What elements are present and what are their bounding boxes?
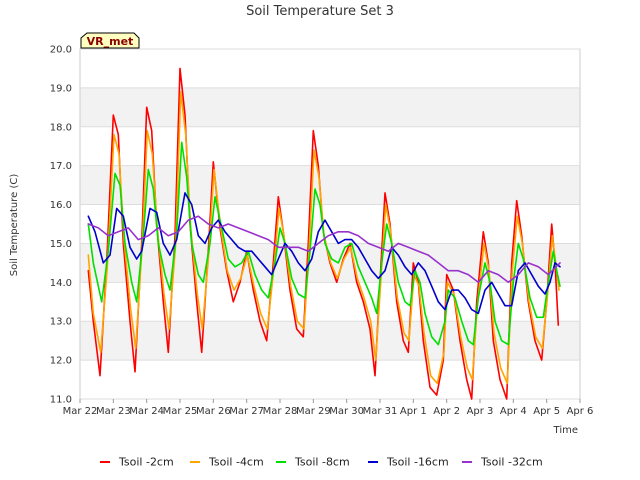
legend-label: Tsoil -4cm <box>208 456 264 469</box>
y-tick-label: 18.0 <box>50 122 72 133</box>
plot-band <box>80 165 580 205</box>
x-tick-label: Apr 4 <box>500 406 527 417</box>
series-line-tsoil-16cm <box>87 192 561 315</box>
chart-title: Soil Temperature Set 3 <box>246 4 394 19</box>
y-tick-label: 14.0 <box>50 278 72 289</box>
legend-label: Tsoil -2cm <box>118 456 174 469</box>
plot-band <box>80 360 580 399</box>
plot-band <box>80 204 580 244</box>
x-tick-label: Mar 29 <box>296 406 331 417</box>
y-tick-label: 11.0 <box>50 395 72 406</box>
plot-bands <box>80 49 580 399</box>
x-axis-label: Time <box>553 425 578 436</box>
plot-band <box>80 321 580 361</box>
y-tick-label: 20.0 <box>50 45 72 56</box>
plot-band <box>80 282 580 322</box>
x-tick-label: Mar 30 <box>329 406 364 417</box>
legend-label: Tsoil -16cm <box>386 456 449 469</box>
x-tick-label: Apr 5 <box>533 406 560 417</box>
station-badge-label: VR_met <box>87 35 134 48</box>
y-tick-label: 12.0 <box>50 356 72 367</box>
series-lines <box>87 67 561 400</box>
plot-band <box>80 126 580 166</box>
y-tick-label: 19.0 <box>50 83 72 94</box>
x-tick-label: Mar 26 <box>196 406 231 417</box>
station-badge: VR_met <box>80 32 140 49</box>
x-tick-label: Apr 3 <box>467 406 494 417</box>
legend-label: Tsoil -8cm <box>294 456 350 469</box>
x-tick-label: Mar 23 <box>96 406 131 417</box>
legend-label: Tsoil -32cm <box>480 456 543 469</box>
series-line-tsoil-32cm <box>87 215 561 284</box>
x-tick-label: Apr 1 <box>400 406 427 417</box>
y-tick-label: 17.0 <box>50 161 72 172</box>
x-tick-label: Mar 25 <box>163 406 198 417</box>
x-tick-label: Mar 22 <box>63 406 98 417</box>
plot-band <box>80 49 580 88</box>
y-axis-ticks: 11.0 12.0 13.0 14.0 15.0 16.0 17.0 18.0 19.0 20.0 <box>50 45 72 406</box>
legend: Tsoil -2cm Tsoil -4cm Tsoil -8cm Tsoil -16c… <box>100 456 543 469</box>
y-tick-label: 16.0 <box>50 200 72 211</box>
x-tick-label: Apr 2 <box>433 406 460 417</box>
y-tick-label: 15.0 <box>50 239 72 250</box>
x-tick-label: Mar 24 <box>129 406 164 417</box>
plot-band <box>80 87 580 127</box>
x-tick-label: Mar 28 <box>263 406 298 417</box>
x-tick-label: Mar 31 <box>363 406 398 417</box>
y-tick-label: 13.0 <box>50 317 72 328</box>
station-badge-box <box>80 32 140 49</box>
y-axis-label: Soil Temperature (C) <box>9 174 20 277</box>
x-tick-label: Apr 6 <box>567 406 594 417</box>
x-tick-label: Mar 27 <box>229 406 264 417</box>
